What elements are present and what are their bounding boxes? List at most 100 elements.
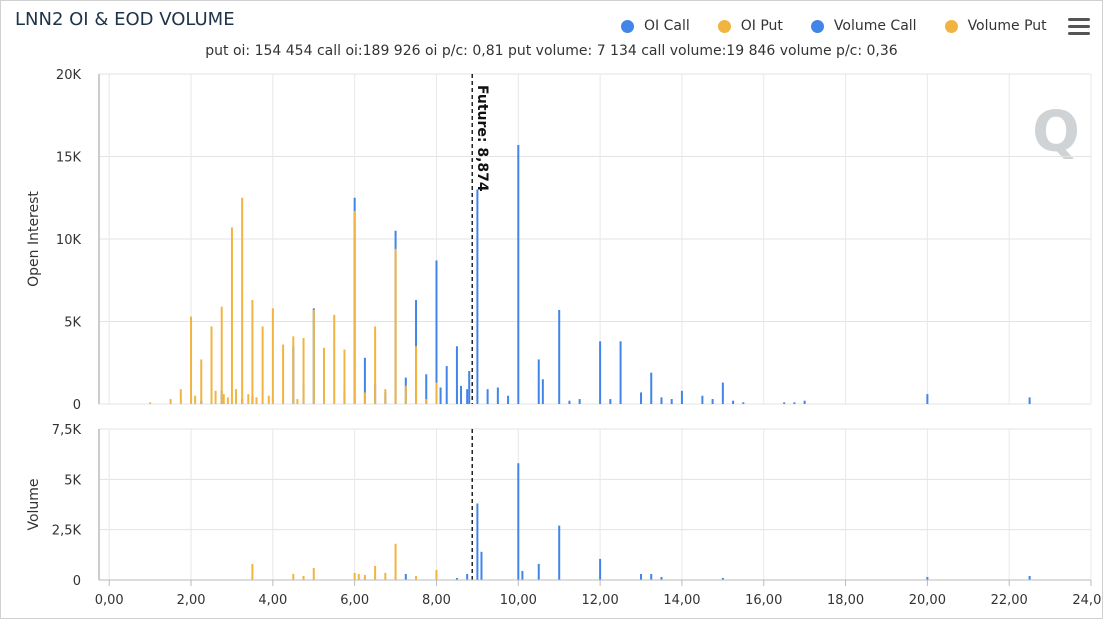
bar-oi-put xyxy=(435,382,438,404)
hamburger-menu-icon[interactable] xyxy=(1068,18,1090,36)
bar-oi-call xyxy=(455,346,458,404)
bar-volume-call xyxy=(721,577,724,580)
bar-oi-put xyxy=(404,385,407,404)
bar-oi-put xyxy=(363,392,366,404)
bar-oi-put xyxy=(394,248,397,404)
legend: OI Call OI Put Volume Call Volume Put xyxy=(621,18,1047,34)
bar-oi-put xyxy=(333,314,336,404)
legend-dot-oi-call xyxy=(621,19,634,33)
bar-volume-put xyxy=(415,575,418,580)
y-tick-label: 7,5K xyxy=(52,423,82,438)
bar-volume-put xyxy=(292,573,295,580)
bar-oi-call xyxy=(425,374,428,404)
legend-item-oi-call[interactable]: OI Call xyxy=(621,18,690,34)
bar-volume-call xyxy=(1028,575,1031,580)
bar-oi-call xyxy=(541,379,544,404)
x-tick-label: 8,00 xyxy=(422,593,451,608)
bar-volume-call xyxy=(455,577,458,580)
y-tick-label: 15K xyxy=(56,151,82,166)
bar-volume-put xyxy=(384,572,387,580)
bar-oi-call xyxy=(609,399,612,404)
bar-oi-call xyxy=(619,341,622,404)
legend-item-volume-call[interactable]: Volume Call xyxy=(810,18,917,34)
bar-oi-put xyxy=(267,395,270,404)
bar-oi-call xyxy=(599,341,602,404)
bar-oi-put xyxy=(302,338,305,404)
bar-oi-call xyxy=(670,399,673,404)
bar-oi-put xyxy=(230,227,233,404)
y-tick-label: 0 xyxy=(73,574,81,589)
bar-oi-call xyxy=(711,399,714,404)
bar-oi-put xyxy=(194,395,197,404)
bar-oi-put xyxy=(271,308,274,404)
legend-item-oi-put[interactable]: OI Put xyxy=(717,18,783,34)
y-tick-label: 5K xyxy=(64,473,81,488)
bar-volume-call xyxy=(521,570,524,580)
bar-volume-put xyxy=(353,572,356,580)
bar-oi-put xyxy=(343,349,346,404)
bar-volume-call xyxy=(926,576,929,580)
bar-oi-put xyxy=(353,210,356,404)
bar-oi-put xyxy=(241,197,244,404)
bar-volume-call xyxy=(476,503,479,580)
bar-oi-call xyxy=(732,400,735,404)
bar-oi-put xyxy=(149,402,152,404)
bar-volume-put xyxy=(312,567,315,580)
x-tick-label: 10,00 xyxy=(500,593,537,608)
bar-volume-call xyxy=(660,576,663,580)
bar-oi-call xyxy=(363,357,366,404)
legend-label-volume-put: Volume Put xyxy=(967,18,1047,34)
bar-oi-put xyxy=(415,346,418,404)
bar-oi-call xyxy=(486,389,489,404)
bar-oi-put xyxy=(282,344,285,404)
bar-volume-call xyxy=(558,525,561,580)
bar-oi-call xyxy=(439,387,442,404)
bar-oi-call xyxy=(701,395,704,404)
bar-oi-put xyxy=(312,309,315,404)
bar-oi-call xyxy=(650,372,653,404)
x-tick-label: 16,00 xyxy=(745,593,782,608)
bar-oi-put xyxy=(261,326,264,404)
y-axis-label: Volume xyxy=(26,478,42,530)
x-tick-label: 18,00 xyxy=(827,593,864,608)
watermark-logo-icon: Q xyxy=(1032,100,1080,165)
bar-oi-call xyxy=(680,390,683,404)
bar-oi-call xyxy=(558,309,561,404)
legend-label-oi-call: OI Call xyxy=(644,18,690,34)
legend-label-volume-call: Volume Call xyxy=(833,18,917,34)
bar-oi-put xyxy=(179,389,182,404)
x-tick-label: 24,00 xyxy=(1072,593,1102,608)
bar-oi-call xyxy=(468,371,471,404)
future-annotation-label: Future: 8,874 xyxy=(474,85,490,192)
bar-oi-put xyxy=(190,316,193,404)
bar-oi-put xyxy=(210,326,213,404)
y-axis-label: Open Interest xyxy=(26,191,42,287)
bar-oi-call xyxy=(435,260,438,404)
bar-volume-call xyxy=(480,551,483,580)
bar-oi-put xyxy=(222,394,225,404)
bar-volume-put xyxy=(394,543,397,580)
y-tick-label: 10K xyxy=(56,233,82,248)
bar-oi-call xyxy=(742,402,745,404)
bar-oi-put xyxy=(425,399,428,404)
x-tick-label: 20,00 xyxy=(909,593,946,608)
legend-item-volume-put[interactable]: Volume Put xyxy=(944,18,1047,34)
x-tick-label: 0,00 xyxy=(95,593,124,608)
y-tick-label: 2,5K xyxy=(52,524,82,539)
legend-dot-oi-put xyxy=(717,19,731,33)
bar-volume-call xyxy=(650,573,653,580)
bar-oi-call xyxy=(660,397,663,404)
bar-volume-call xyxy=(537,563,540,580)
x-tick-label: 2,00 xyxy=(177,593,206,608)
x-tick-label: 6,00 xyxy=(340,593,369,608)
bar-oi-call xyxy=(926,394,929,404)
y-tick-label: 5K xyxy=(64,316,81,331)
x-tick-label: 22,00 xyxy=(991,593,1028,608)
bar-volume-put xyxy=(251,563,254,580)
bar-oi-put xyxy=(384,389,387,404)
chart-title: LNN2 OI & EOD VOLUME xyxy=(15,9,235,30)
bar-oi-put xyxy=(255,397,258,404)
bar-oi-call xyxy=(507,395,510,404)
x-tick-label: 12,00 xyxy=(582,593,619,608)
